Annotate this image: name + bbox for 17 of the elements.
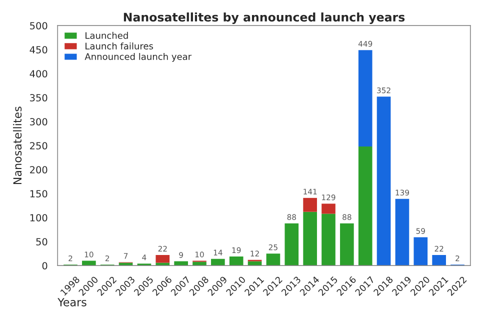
y-tick-label: 0 [42,262,48,270]
legend-label: Announced launch year [84,53,192,62]
legend-label: Launched [86,32,128,39]
y-tick-label: 150 [30,190,48,198]
y-tick-label: 300 [30,118,48,126]
y-tick-label: 400 [30,70,48,78]
y-tick-label: 350 [30,94,48,102]
y-tick-label: 250 [30,142,48,150]
legend-label: Launch failures [86,42,154,50]
x-axis-title: Years [58,298,86,306]
y-tick-label: 50 [36,238,48,246]
y-tick-label: 200 [30,166,48,174]
y-tick-label: 100 [30,214,48,222]
y-tick-label: 450 [30,46,48,54]
y-tick-label: 500 [30,22,48,30]
y-axis-title: Nanosatellites [13,106,22,184]
chart-title: Nanosatellites by announced launch years [124,12,405,24]
